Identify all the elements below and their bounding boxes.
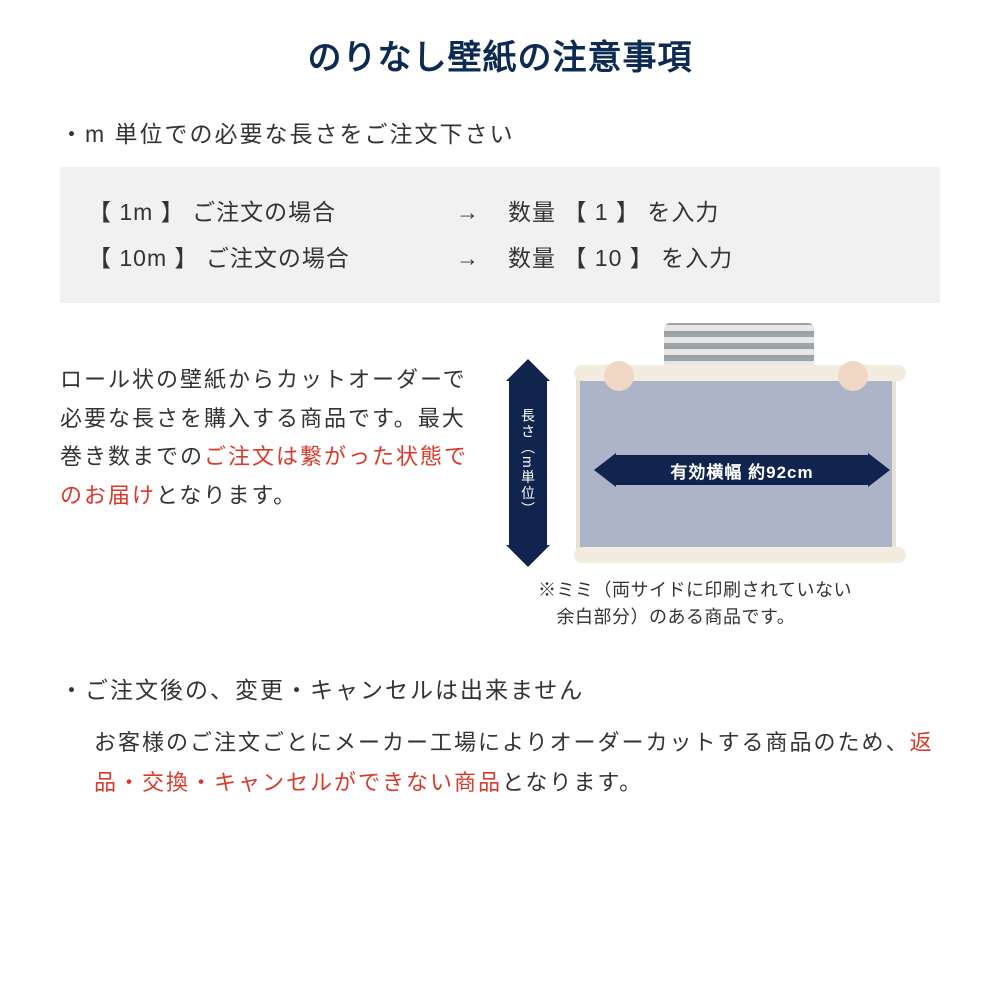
example-row-1: 【 1m 】 ご注文の場合 → 数量 【 1 】 を入力 (88, 189, 912, 235)
order-example-box: 【 1m 】 ご注文の場合 → 数量 【 1 】 を入力 【 10m 】 ご注文… (60, 167, 940, 303)
page-title: のりなし壁紙の注意事項 (60, 30, 940, 79)
example-2-right: 数量 【 10 】 を入力 (508, 235, 912, 281)
example-2-left: 【 10m 】 ご注文の場合 (88, 235, 428, 281)
arrow-icon: → (428, 189, 508, 235)
roll-description: ロール状の壁紙からカットオーダーで必要な長さを購入する商品です。最大巻き数までの… (60, 331, 480, 621)
section2-heading: ・ご注文後の、変更・キャンセルは出来ません (60, 671, 940, 705)
horizontal-arrow-label: 有効横幅 約92cm (616, 455, 868, 485)
desc-post: となります。 (156, 483, 297, 508)
section1-heading: ・m 単位での必要な長さをご注文下さい (60, 115, 940, 149)
example-1-right: 数量 【 1 】 を入力 (508, 189, 912, 235)
person-holding-wallpaper (556, 331, 916, 561)
horizontal-arrow: 有効横幅 約92cm (594, 453, 890, 487)
note-line-1: ※ミミ（両サイドに印刷されていない (538, 580, 852, 600)
example-1-left: 【 1m 】 ご注文の場合 (88, 189, 428, 235)
hand-right (838, 361, 868, 391)
arrow-head-up-icon (506, 359, 550, 381)
wallpaper-diagram: 長さ（m単位） 有効横幅 約92cm ※ミミ（両サイドに印刷されていない 余白部… (498, 331, 940, 621)
arrow-head-down-icon (506, 545, 550, 567)
arrow-head-left-icon (594, 453, 616, 487)
note-line-2: 余白部分）のある商品です。 (538, 607, 795, 627)
vertical-arrow: 長さ（m単位） (506, 359, 550, 567)
body-pre: お客様のご注文ごとにメーカー工場によりオーダーカットする商品のため、 (94, 730, 910, 755)
example-row-2: 【 10m 】 ご注文の場合 → 数量 【 10 】 を入力 (88, 235, 912, 281)
arrow-head-right-icon (868, 453, 890, 487)
diagram-footnote: ※ミミ（両サイドに印刷されていない 余白部分）のある商品です。 (538, 577, 852, 631)
section2-body: お客様のご注文ごとにメーカー工場によりオーダーカットする商品のため、返品・交換・… (60, 723, 940, 802)
hand-left (604, 361, 634, 391)
roll-edge-bottom (574, 547, 906, 563)
mid-section: ロール状の壁紙からカットオーダーで必要な長さを購入する商品です。最大巻き数までの… (60, 331, 940, 621)
body-post: となります。 (502, 770, 643, 795)
arrow-icon: → (428, 235, 508, 281)
vertical-arrow-label: 長さ（m単位） (509, 381, 547, 545)
